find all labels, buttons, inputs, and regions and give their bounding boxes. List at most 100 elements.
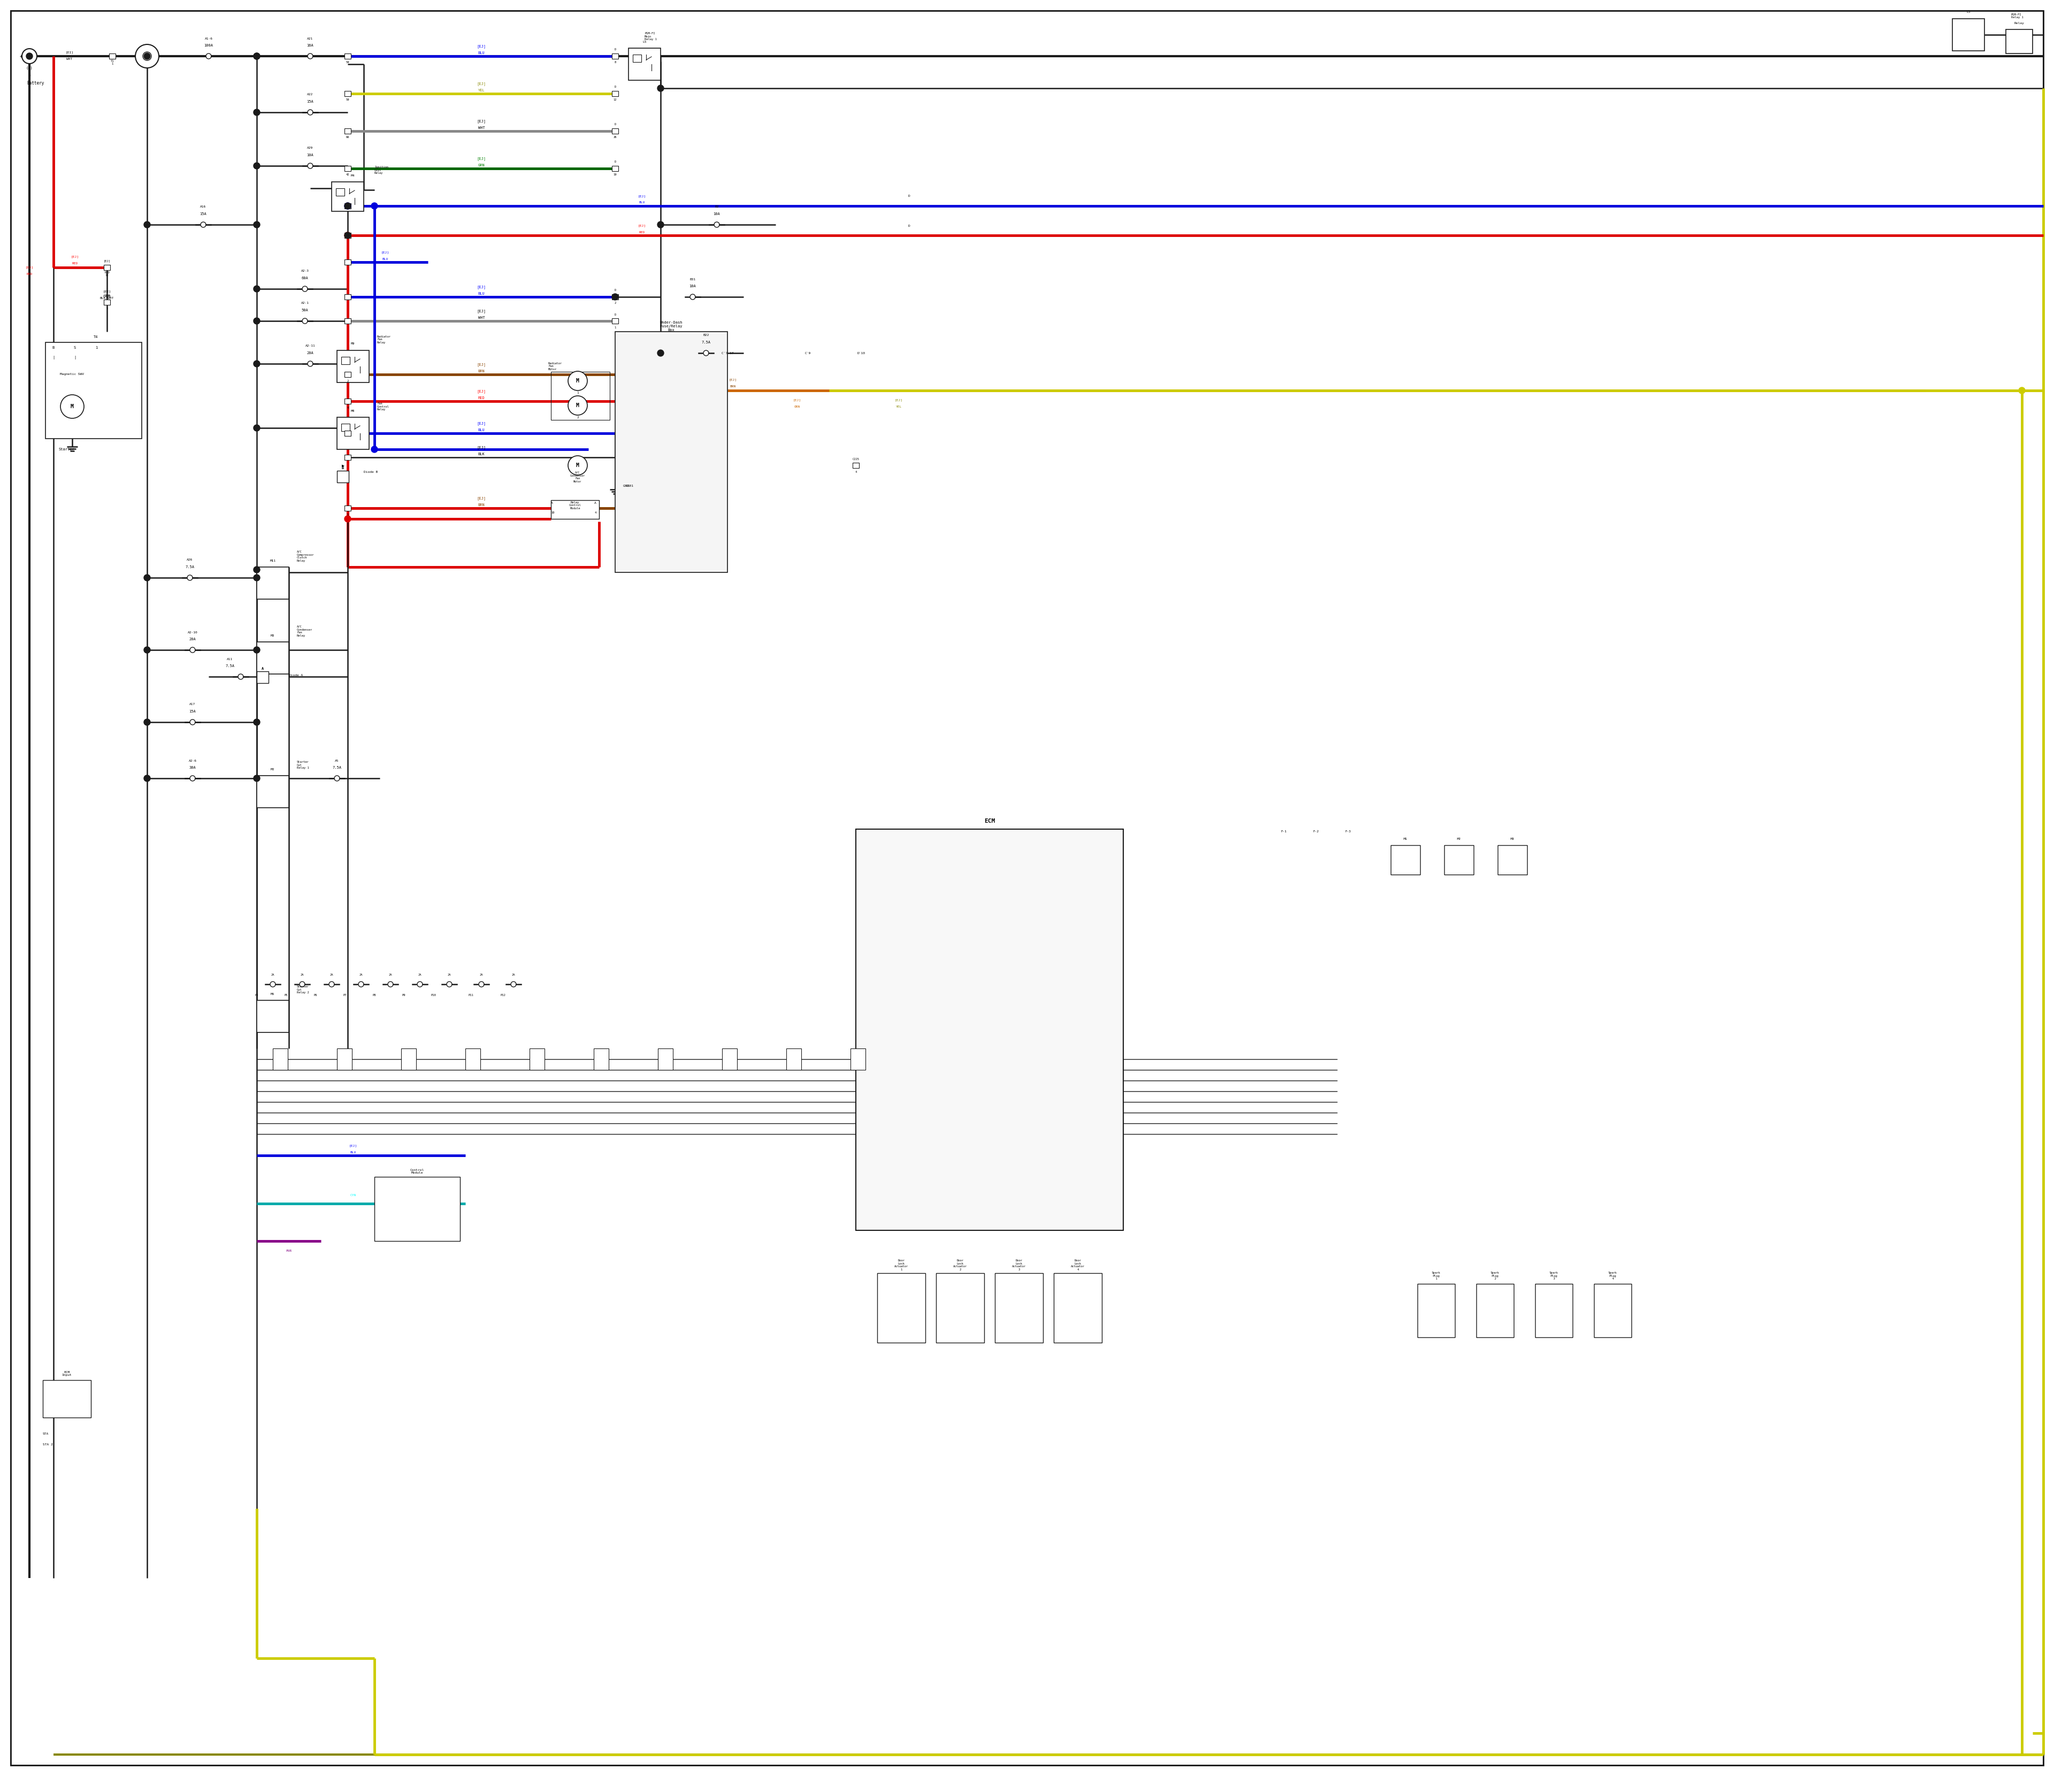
Text: ORN: ORN: [795, 405, 799, 409]
Circle shape: [253, 647, 261, 652]
Bar: [530, 1048, 544, 1070]
Text: 20A: 20A: [189, 638, 195, 642]
Text: L5: L5: [643, 41, 647, 43]
Text: |: |: [51, 355, 55, 358]
Bar: [466, 1048, 481, 1070]
Text: M: M: [575, 462, 579, 468]
Bar: [401, 1048, 417, 1070]
Text: A16: A16: [199, 206, 205, 208]
Bar: [550, 500, 600, 520]
Text: STA 2: STA 2: [43, 1443, 53, 1446]
Bar: [994, 1272, 1043, 1342]
Text: +: +: [21, 54, 23, 59]
Text: 2A: 2A: [359, 973, 364, 977]
Text: 59: 59: [345, 61, 349, 65]
Text: 15A: 15A: [199, 213, 207, 215]
Text: M8: M8: [351, 410, 355, 412]
Circle shape: [372, 202, 378, 210]
Text: RED: RED: [72, 262, 78, 265]
Bar: [345, 54, 351, 59]
Circle shape: [136, 45, 158, 68]
Text: B22: B22: [702, 333, 709, 337]
Text: YEL: YEL: [479, 90, 485, 91]
Text: Spark
Plug
4: Spark Plug 4: [1608, 1271, 1616, 1279]
Circle shape: [60, 394, 84, 418]
Text: C̀7 17: C̀7 17: [721, 351, 733, 355]
Text: 2A: 2A: [300, 973, 304, 977]
Text: Diode B: Diode B: [364, 471, 378, 473]
Text: PGM-FI
Relay 1: PGM-FI Relay 1: [2011, 13, 2023, 20]
Text: 15A: 15A: [306, 100, 314, 104]
Bar: [657, 1048, 674, 1070]
Text: C406: C406: [103, 294, 111, 297]
Text: Radiator
Fan
Motor: Radiator Fan Motor: [548, 362, 563, 371]
Text: RED: RED: [27, 272, 33, 276]
Text: Fan
Control
Relay: Fan Control Relay: [378, 401, 390, 410]
Text: Starter
Cut
Relay 2: Starter Cut Relay 2: [298, 986, 308, 995]
Text: Starter: Starter: [60, 448, 74, 452]
Text: CYN: CYN: [349, 1193, 355, 1197]
Text: [EJ]: [EJ]: [477, 364, 487, 367]
Bar: [257, 776, 290, 808]
Text: A2-1: A2-1: [300, 303, 308, 305]
Text: D̀10: D̀10: [857, 351, 865, 355]
Text: A2-3: A2-3: [300, 271, 308, 272]
Bar: [345, 505, 351, 511]
Text: [EJ]: [EJ]: [477, 158, 487, 161]
Text: 10A: 10A: [690, 285, 696, 289]
Text: T4: T4: [94, 335, 99, 339]
Text: 10A: 10A: [713, 213, 721, 215]
Text: PUR: PUR: [286, 1249, 292, 1253]
Text: 7.5A: 7.5A: [226, 665, 234, 668]
Text: P11: P11: [468, 993, 472, 996]
Text: ▶: ▶: [341, 462, 345, 468]
Text: (+): (+): [27, 66, 33, 70]
Bar: [345, 430, 351, 435]
Text: M3: M3: [271, 634, 275, 636]
Text: [EJ]: [EJ]: [477, 310, 487, 314]
Circle shape: [253, 163, 261, 168]
Text: [EJ]: [EJ]: [382, 251, 388, 254]
Circle shape: [253, 222, 261, 228]
Circle shape: [253, 54, 261, 59]
Text: P4: P4: [255, 993, 259, 996]
Text: [EJ]: [EJ]: [477, 285, 487, 289]
Text: 60A: 60A: [302, 276, 308, 280]
Text: B2: B2: [715, 206, 719, 208]
Text: M9: M9: [351, 342, 355, 346]
Bar: [257, 1000, 290, 1032]
Text: 7.5A: 7.5A: [185, 566, 195, 568]
Text: 59: 59: [345, 99, 349, 102]
Text: A11: A11: [228, 658, 232, 661]
Text: Spark
Plug
2: Spark Plug 2: [1491, 1271, 1499, 1279]
Text: [EJ]: [EJ]: [477, 446, 487, 450]
Bar: [612, 294, 618, 299]
Bar: [273, 1048, 288, 1070]
Circle shape: [189, 719, 195, 724]
Circle shape: [201, 222, 205, 228]
Text: F-3: F-3: [1345, 830, 1352, 833]
Text: [EJ]: [EJ]: [25, 267, 33, 269]
Bar: [43, 1380, 90, 1417]
Text: G301: G301: [626, 484, 635, 487]
Text: [EJ]: [EJ]: [477, 391, 487, 394]
Bar: [345, 202, 351, 208]
Bar: [345, 91, 351, 97]
Circle shape: [657, 84, 663, 91]
Text: A26: A26: [187, 559, 193, 561]
Bar: [109, 54, 115, 59]
Circle shape: [657, 222, 663, 228]
Text: A2-6: A2-6: [189, 760, 197, 762]
Text: 2A: 2A: [481, 973, 483, 977]
Circle shape: [329, 982, 335, 987]
Text: BLU: BLU: [349, 1150, 355, 1154]
Circle shape: [144, 647, 150, 652]
Text: M: M: [575, 403, 579, 409]
Text: PGM-FI
Main
Relay 1: PGM-FI Main Relay 1: [645, 32, 657, 41]
Text: 7.5A: 7.5A: [333, 765, 341, 769]
Text: 2A: 2A: [271, 973, 275, 977]
Bar: [612, 167, 618, 172]
Text: L5: L5: [1966, 11, 1970, 14]
Text: M1: M1: [1403, 837, 1407, 840]
Text: 26: 26: [614, 136, 616, 138]
